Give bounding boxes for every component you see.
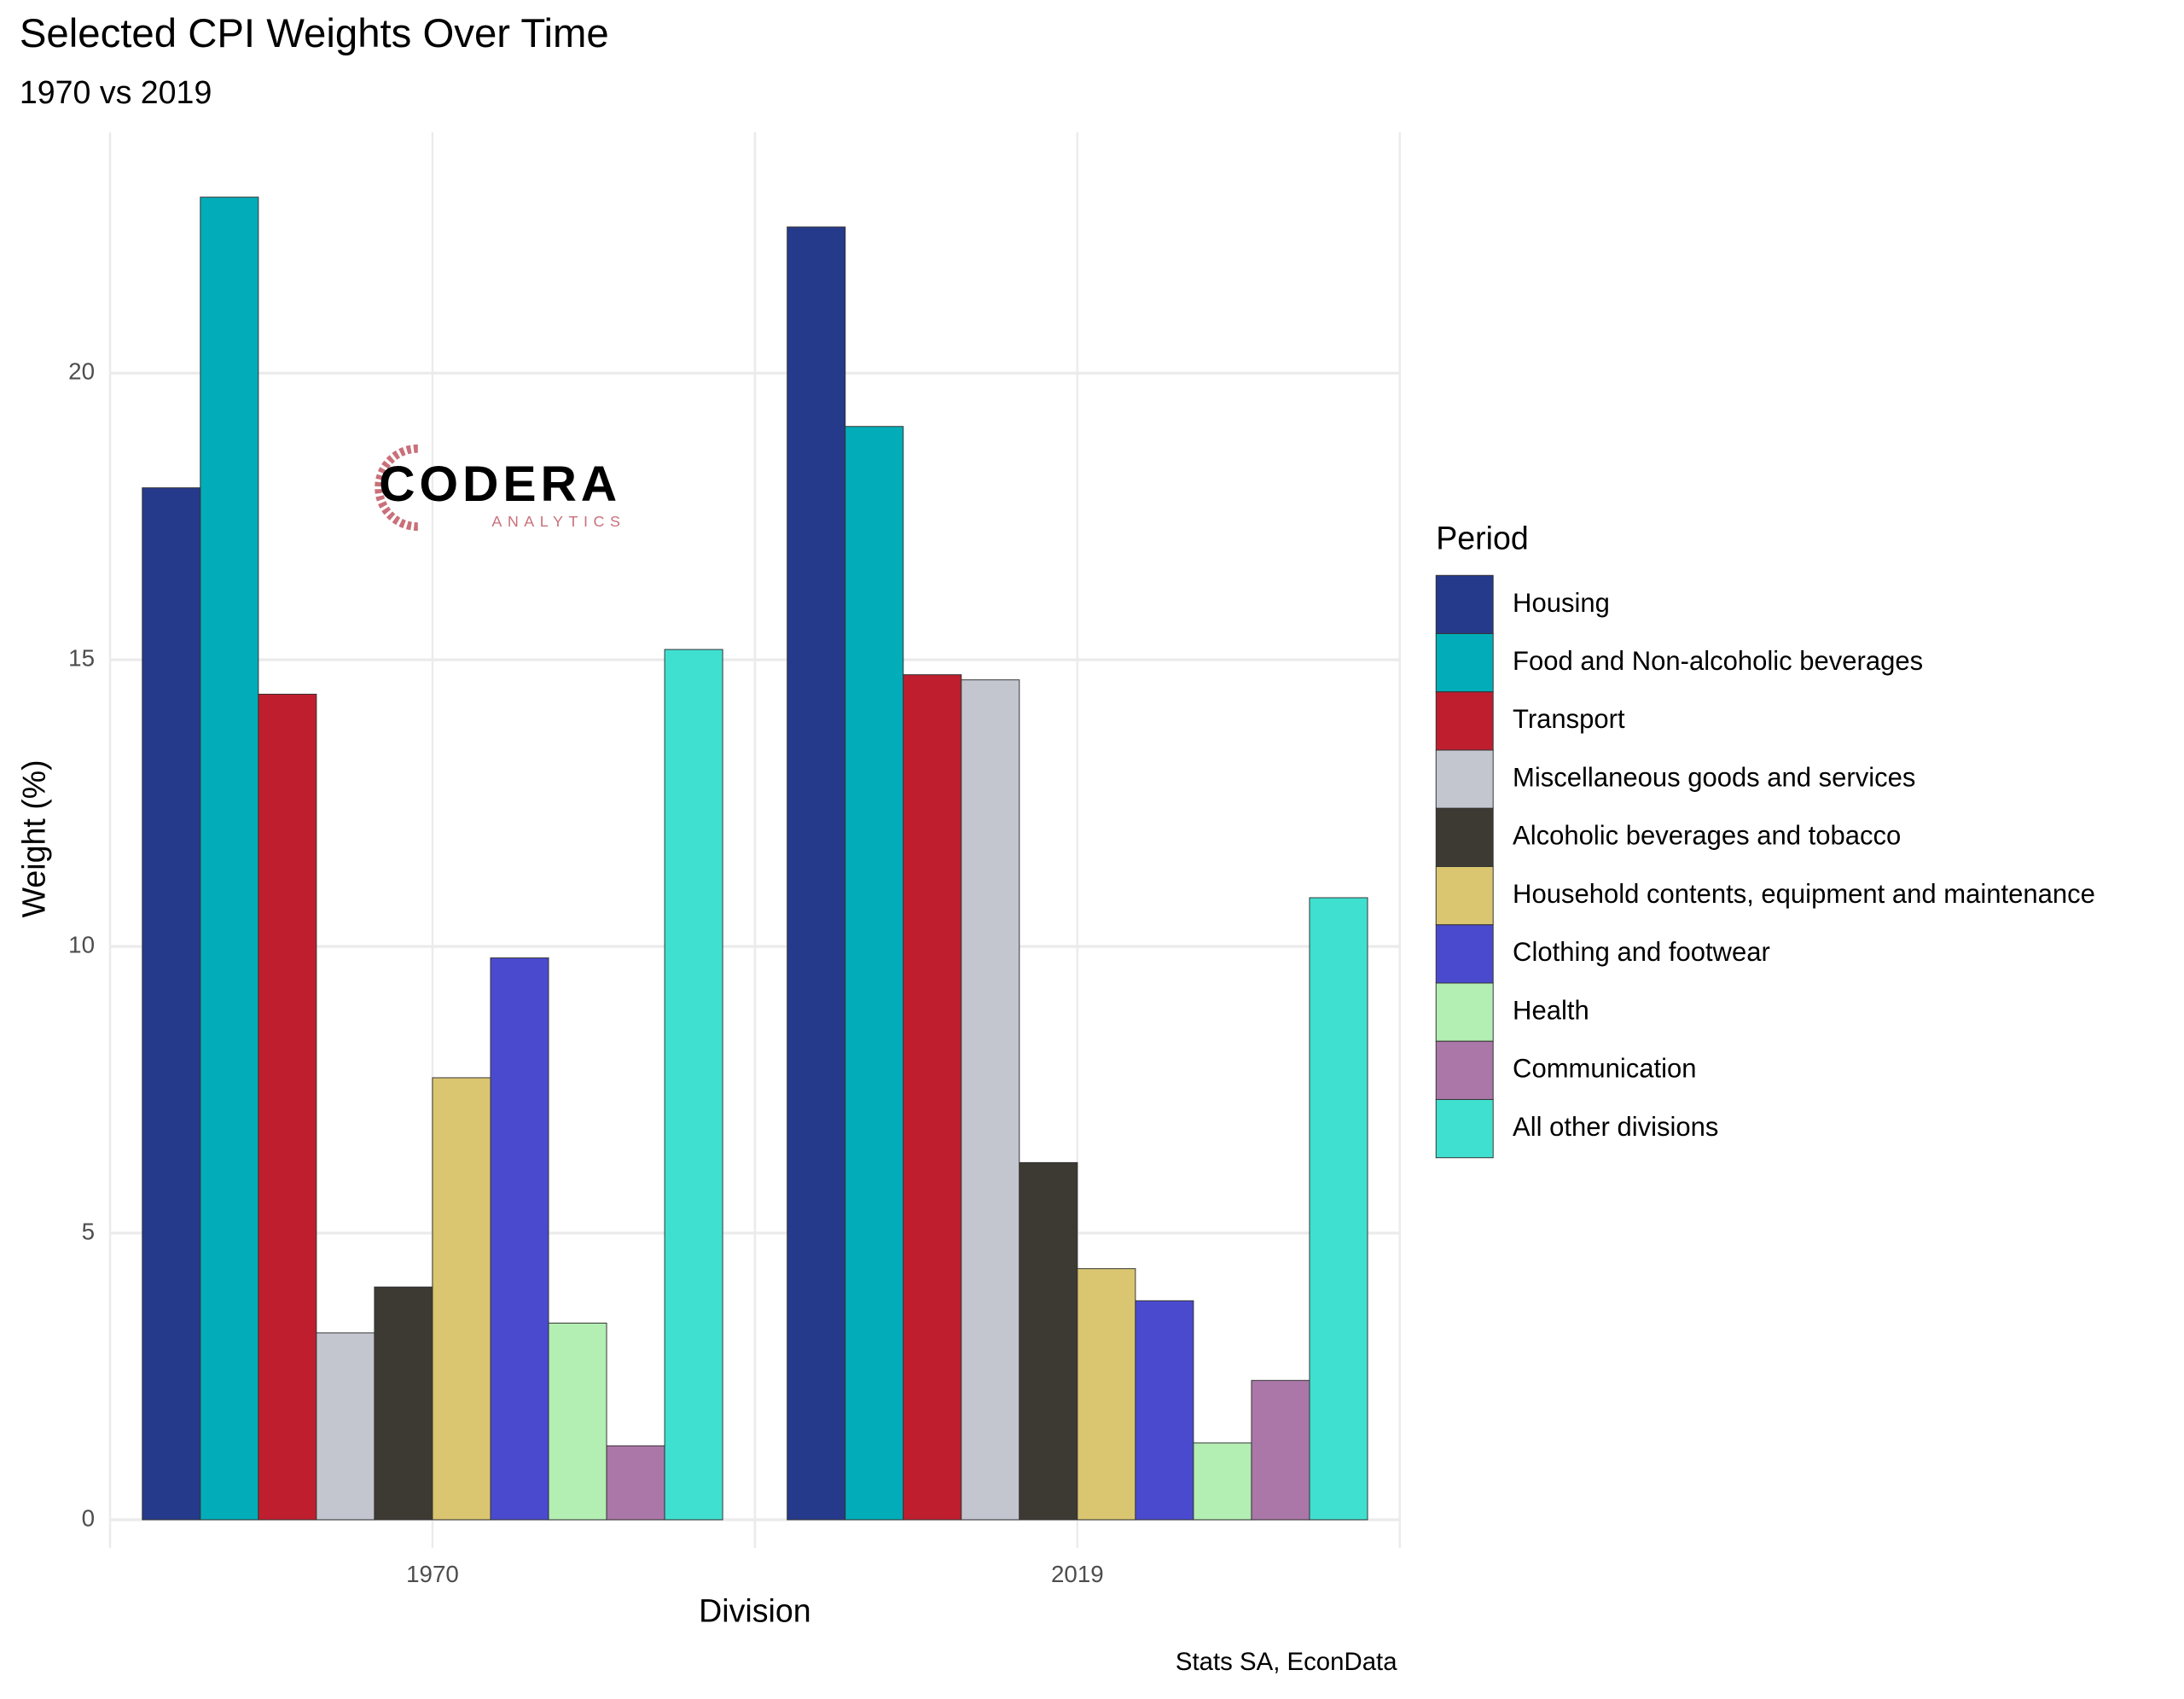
- bar: [1019, 1161, 1078, 1521]
- chart-subtitle: 1970 vs 2019: [20, 74, 212, 110]
- bars: [142, 196, 1368, 1521]
- bar: [787, 226, 846, 1521]
- legend-key: [1435, 924, 1494, 984]
- x-axis-title: Division: [699, 1593, 810, 1629]
- legend-key: [1435, 1098, 1494, 1159]
- legend-label: Clothing and footwear: [1513, 937, 1770, 967]
- bar: [432, 1077, 491, 1521]
- bar: [1251, 1380, 1310, 1521]
- legend-key: [1435, 691, 1494, 751]
- logo-name: CODERA: [379, 457, 621, 512]
- bar: [1193, 1442, 1252, 1521]
- bar: [1135, 1300, 1194, 1521]
- bar: [490, 957, 549, 1521]
- legend-key: [1435, 1040, 1494, 1100]
- y-tick-label: 5: [82, 1218, 95, 1244]
- legend-label: Alcoholic beverages and tobacco: [1513, 821, 1901, 851]
- legend-key: [1435, 807, 1494, 867]
- y-axis-title: Weight (%): [15, 759, 51, 917]
- y-tick-label: 0: [82, 1504, 95, 1531]
- bar: [548, 1323, 607, 1521]
- x-tick-label: 1970: [406, 1561, 459, 1587]
- legend-label: Miscellaneous goods and services: [1513, 762, 1915, 792]
- legend-key: [1435, 633, 1494, 693]
- bar: [258, 694, 317, 1521]
- bar: [845, 426, 904, 1521]
- bar: [961, 679, 1020, 1521]
- bar: [374, 1286, 433, 1521]
- legend-title: Period: [1436, 520, 1529, 556]
- bar: [142, 487, 201, 1521]
- bar: [316, 1332, 375, 1521]
- y-tick-label: 15: [68, 645, 95, 672]
- chart-title: Selected CPI Weights Over Time: [20, 11, 609, 56]
- legend-label: Food and Non-alcoholic beverages: [1513, 646, 1923, 676]
- bar: [200, 196, 259, 1521]
- legend-label: Communication: [1513, 1054, 1696, 1084]
- bar: [606, 1445, 665, 1521]
- legend-label: Housing: [1513, 588, 1610, 618]
- y-tick-label: 10: [68, 931, 95, 957]
- legend: Housing Food and Non-alcoholic beverages T…: [1435, 574, 2095, 1159]
- legend-label: Transport: [1513, 704, 1625, 734]
- bar: [1309, 897, 1368, 1521]
- legend-label: All other divisions: [1513, 1112, 1718, 1142]
- legend-key: [1435, 574, 1494, 635]
- x-tick-label: 2019: [1051, 1561, 1104, 1587]
- bar: [664, 649, 723, 1521]
- bar: [1077, 1268, 1136, 1521]
- logo-icon: [375, 444, 418, 532]
- legend-key: [1435, 982, 1494, 1042]
- legend-key: [1435, 749, 1494, 809]
- logo: CODERA ANALYTICS: [375, 444, 625, 532]
- caption: Stats SA, EconData: [1176, 1648, 1397, 1676]
- legend-label: Household contents, equipment and mainte…: [1513, 879, 2095, 909]
- bar: [903, 674, 962, 1521]
- legend-key: [1435, 866, 1494, 926]
- logo-tagline: ANALYTICS: [491, 513, 625, 530]
- y-tick-label: 20: [68, 358, 95, 385]
- legend-label: Health: [1513, 995, 1589, 1025]
